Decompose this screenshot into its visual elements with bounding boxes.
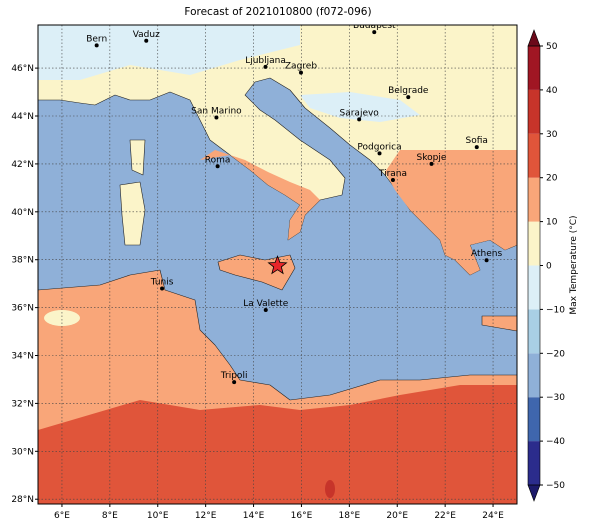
y-tick-label: 46°N — [11, 64, 34, 74]
crete — [481, 315, 517, 332]
x-tick-label: 12°E — [195, 511, 217, 521]
colorbar-under — [527, 484, 541, 502]
x-tick-label: 24°E — [482, 511, 504, 521]
title: Forecast of 2021010800 (f072-096) — [184, 6, 371, 18]
x-tick-label: 10°E — [147, 511, 169, 521]
italy-warm — [200, 150, 320, 240]
city-dot — [94, 43, 99, 48]
city-dot — [214, 115, 219, 120]
y-tick-label: 44°N — [11, 112, 34, 122]
city-label: Sofia — [466, 136, 488, 146]
city-label: Skopje — [417, 153, 447, 163]
corsica — [129, 139, 146, 176]
colorbar-tick-label: −10 — [546, 305, 565, 315]
city-dot — [357, 117, 362, 122]
x-tick-label: 18°E — [339, 511, 361, 521]
colorbar-band — [528, 441, 540, 485]
tunisia-cool — [44, 310, 80, 326]
y-tick-label: 38°N — [11, 256, 34, 266]
city-label: Zagreb — [285, 62, 317, 72]
x-tick-label: 22°E — [434, 511, 456, 521]
north-cold — [300, 92, 420, 122]
city-label: Athens — [471, 249, 502, 259]
y-tick-label: 28°N — [11, 495, 34, 505]
colorbar-band — [528, 353, 540, 398]
colorbar-band — [528, 177, 540, 222]
y-tick-label: 42°N — [11, 160, 34, 170]
city-dot — [263, 308, 268, 313]
city-dot — [474, 145, 479, 150]
colorbar-band — [528, 221, 540, 266]
frame — [37, 24, 518, 505]
city-dot — [429, 161, 434, 166]
city-label: Belgrade — [388, 86, 429, 96]
colorbar-tick-label: 0 — [546, 262, 552, 272]
city-dot — [215, 164, 220, 169]
colorbar-band — [528, 46, 540, 90]
city-label: Tripoli — [220, 371, 248, 381]
colorbar-tick-label: 40 — [546, 86, 558, 96]
y-tick-label: 34°N — [11, 352, 34, 362]
y-tick-label: 36°N — [11, 304, 34, 314]
colorbar-band — [528, 265, 540, 310]
colorbar-tick-label: 10 — [546, 218, 558, 228]
city-label: Roma — [205, 155, 231, 165]
x-tick-label: 8°E — [102, 511, 118, 521]
graticule — [38, 25, 517, 504]
colorbar-tick-label: 50 — [546, 42, 558, 52]
colorbar-band — [528, 309, 540, 354]
city-dot — [263, 64, 268, 69]
x-tick-label: 6°E — [54, 511, 70, 521]
city-label: Budapest — [353, 21, 396, 31]
colorbar-over — [527, 29, 541, 47]
y-tick-label: 40°N — [11, 208, 34, 218]
city-dot — [390, 177, 395, 182]
sardinia — [119, 181, 146, 246]
city-dot — [144, 38, 149, 43]
city-dot — [406, 95, 411, 100]
city-dot — [372, 30, 377, 35]
colorbar-tick-label: −40 — [546, 437, 565, 447]
city-label: Tirana — [378, 169, 407, 179]
colorbar-band — [528, 397, 540, 442]
x-tick-label: 16°E — [291, 511, 313, 521]
colorbar-band — [528, 89, 540, 134]
colorbar-label: Max Temperature (°C) — [569, 215, 579, 314]
x-tick-label: 14°E — [243, 511, 265, 521]
balkan-warm — [385, 150, 517, 275]
city-label: La Valette — [243, 299, 288, 309]
alps-cold — [38, 25, 300, 80]
city-dot — [298, 70, 303, 75]
europe-land — [38, 25, 517, 276]
colorbar-band — [528, 133, 540, 178]
city-dot — [160, 286, 165, 291]
city-dot — [484, 258, 489, 263]
axes: 6°E 8°E 10°E 12°E 14°E 16°E 18°E 20°E 22°E 24°E 28… — [11, 64, 504, 521]
y-tick-label: 30°N — [11, 447, 34, 457]
colorbar-tick-label: 20 — [546, 174, 558, 184]
city-dot — [377, 151, 382, 156]
city-label: Tunis — [150, 277, 174, 287]
forecast-marker — [267, 255, 288, 275]
hot-spot — [325, 480, 335, 498]
colorbar-tick-label: 30 — [546, 130, 558, 140]
colorbar-tick-label: −50 — [546, 481, 565, 491]
city-label: Ljubljana — [245, 56, 286, 66]
colorbar-tick-label: −20 — [546, 349, 565, 359]
city-label: Bern — [86, 34, 107, 44]
city-dot — [232, 380, 237, 385]
city-label: Podgorica — [357, 142, 401, 152]
x-tick-label: 20°E — [386, 511, 408, 521]
y-tick-label: 32°N — [11, 399, 34, 409]
city-label: Sarajevo — [340, 108, 380, 118]
city-label: Vaduz — [133, 30, 160, 40]
colorbar-tick-label: −30 — [546, 393, 565, 403]
city-label: San Marino — [191, 106, 242, 116]
colorbar: −50 −40 −30 −20 −10 0 10 20 30 40 50 — [527, 29, 565, 502]
